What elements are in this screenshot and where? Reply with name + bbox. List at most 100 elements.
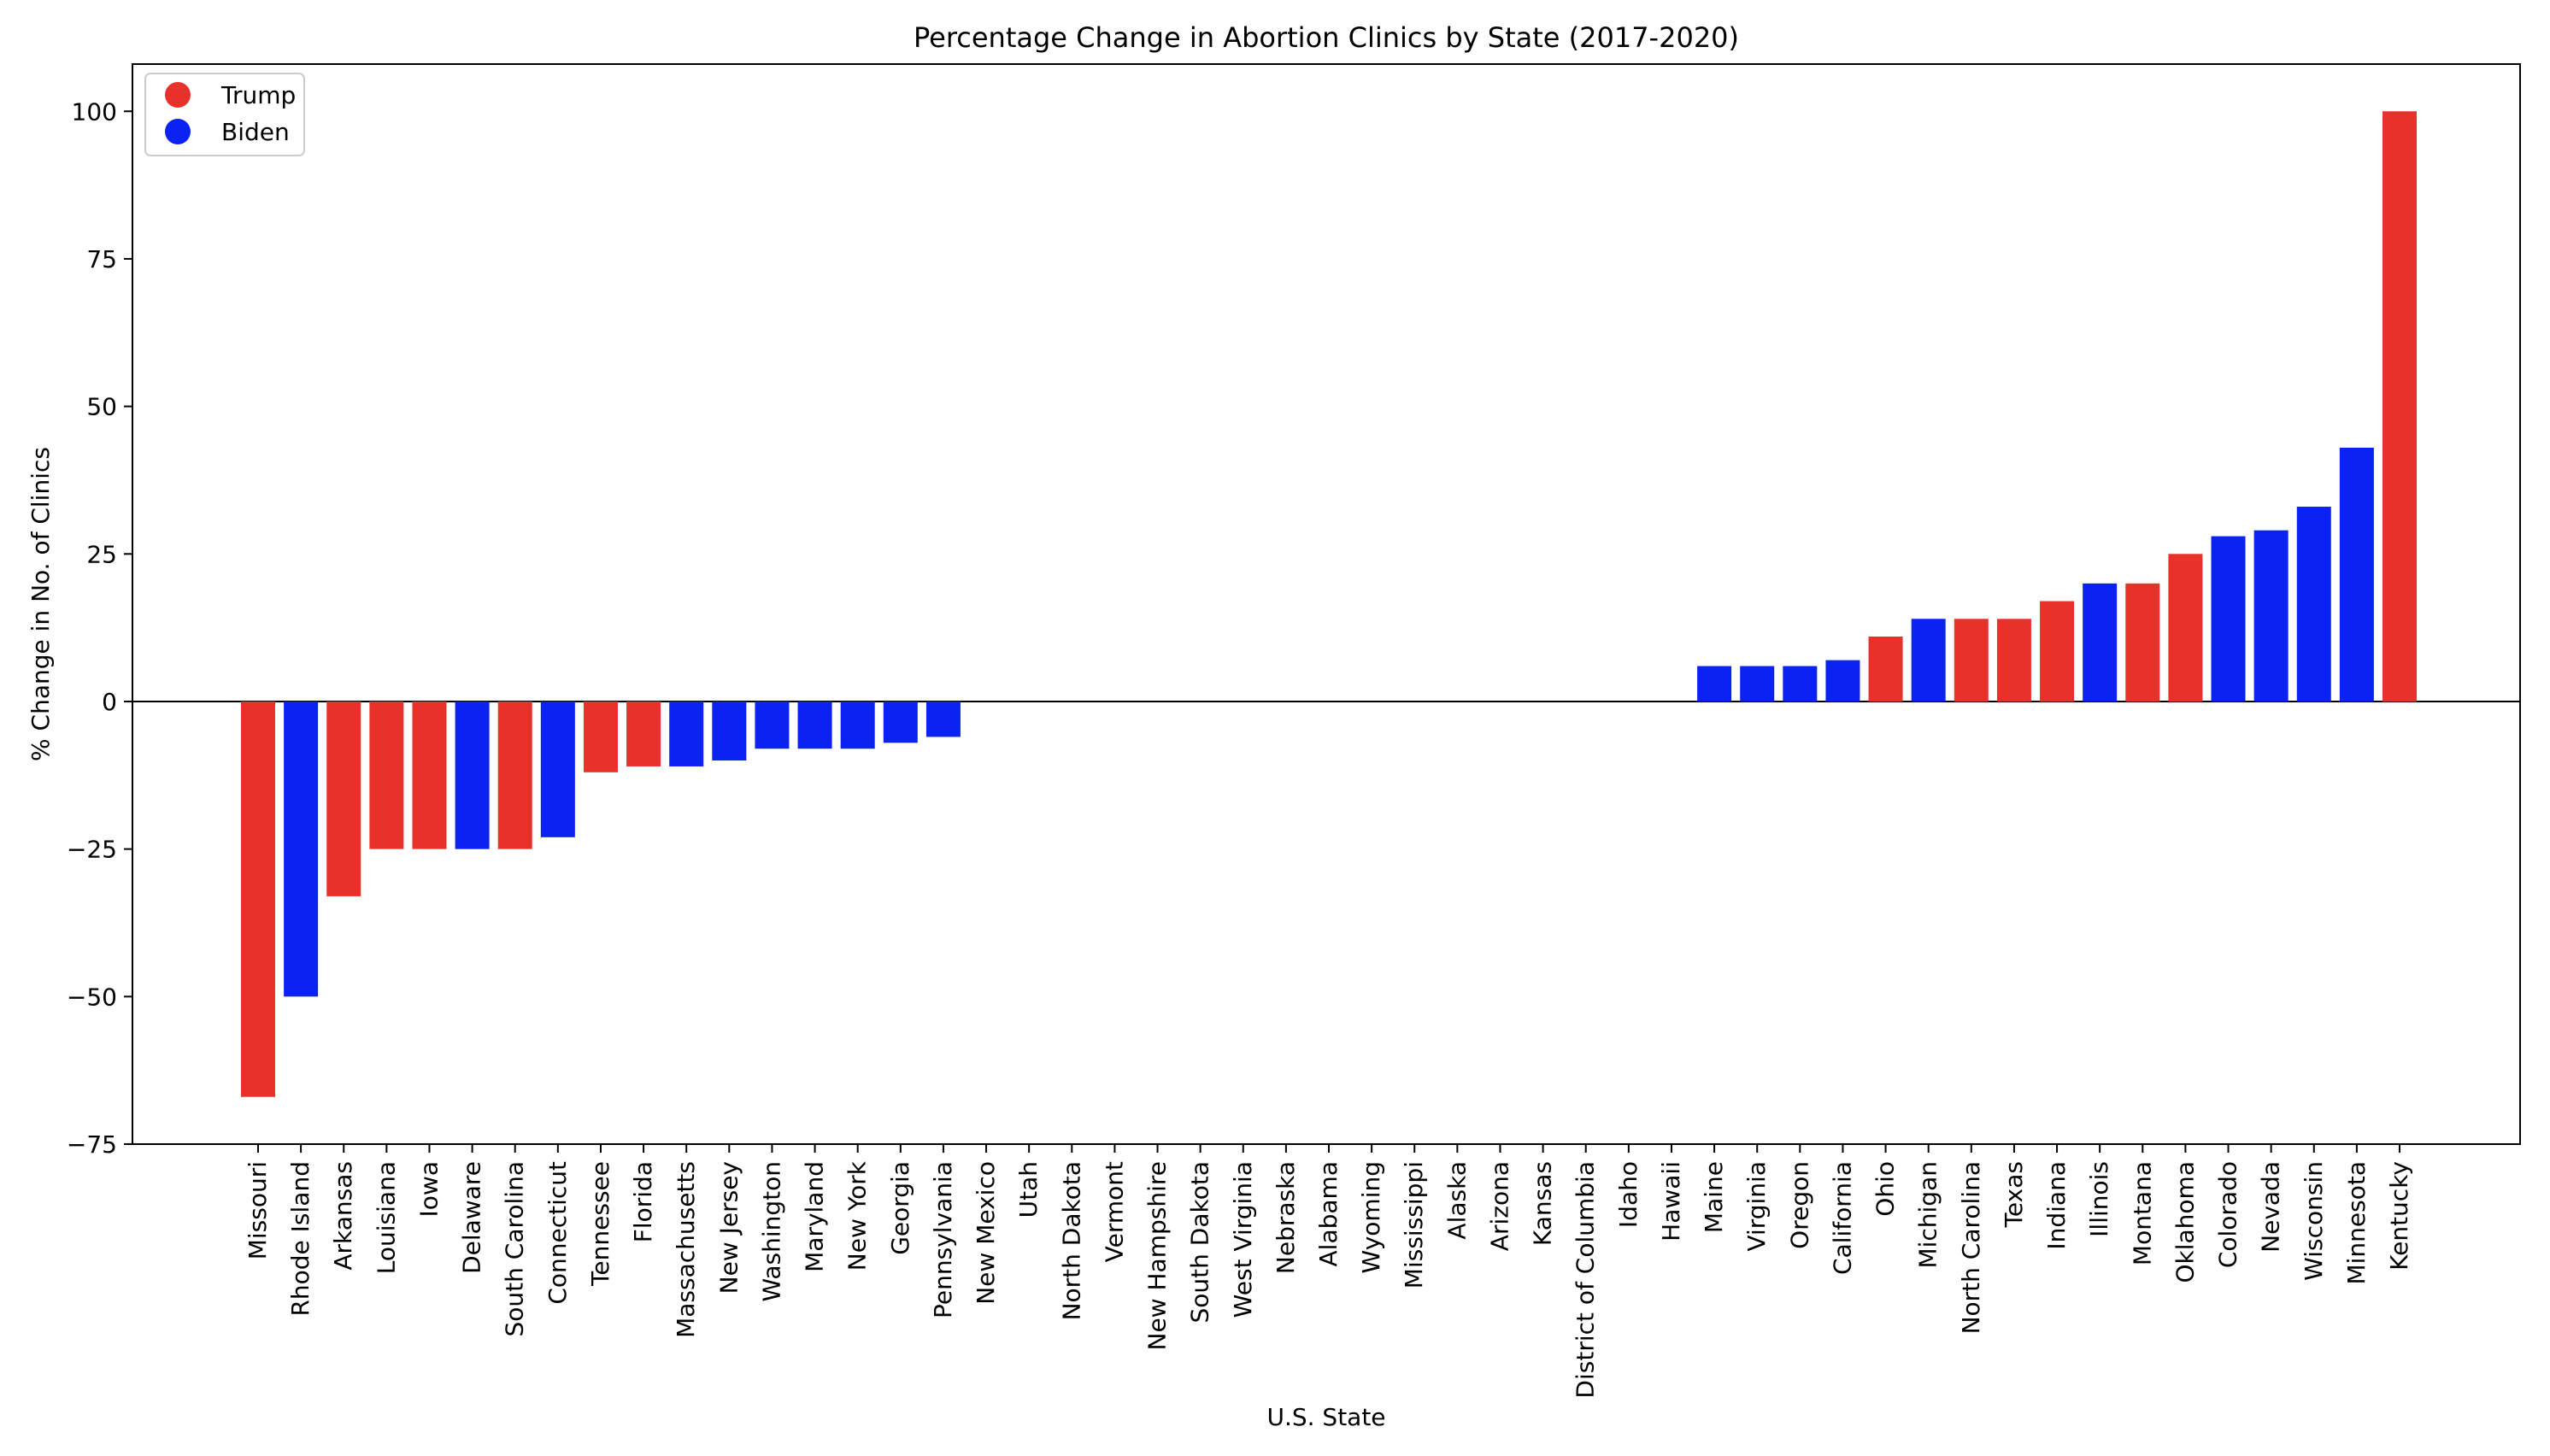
- bar: [712, 701, 747, 761]
- bar: [1911, 619, 1946, 702]
- bar: [241, 701, 275, 1097]
- x-axis-label: U.S. State: [1266, 1403, 1385, 1431]
- x-tick-label: New Jersey: [714, 1161, 743, 1294]
- x-tick-label: Mississippi: [1400, 1161, 1428, 1289]
- bar: [2253, 530, 2289, 702]
- bar: [1783, 666, 1818, 702]
- x-tick-label: Florida: [629, 1161, 657, 1242]
- x-tick-label: New York: [843, 1160, 872, 1271]
- bar: [2168, 554, 2203, 702]
- bar: [1740, 666, 1775, 702]
- x-tick-label: Montana: [2128, 1161, 2156, 1265]
- legend-label: Trump: [220, 81, 296, 109]
- x-tick-label: Arizona: [1485, 1161, 1513, 1251]
- x-tick-label: Maryland: [801, 1161, 829, 1272]
- bar: [2339, 447, 2374, 702]
- x-tick-label: Michigan: [1914, 1161, 1942, 1269]
- bar: [1954, 619, 1989, 702]
- bar: [540, 701, 575, 837]
- x-tick-label: California: [1828, 1161, 1856, 1275]
- x-tick-label: Kansas: [1529, 1161, 1557, 1246]
- bar: [2040, 601, 2075, 702]
- x-tick-label: Iowa: [414, 1161, 443, 1217]
- bar: [455, 701, 490, 849]
- x-tick-label: Nebraska: [1272, 1161, 1300, 1274]
- y-tick-label: 25: [86, 540, 117, 568]
- x-tick-label: Vermont: [1100, 1161, 1128, 1262]
- x-tick-label: Maine: [1700, 1161, 1728, 1233]
- x-tick-label: Delaware: [458, 1161, 486, 1274]
- x-tick-label: Virginia: [1742, 1161, 1771, 1252]
- x-tick-label: Texas: [2000, 1161, 2028, 1228]
- bars: [241, 111, 2417, 1097]
- x-tick-label: Wyoming: [1357, 1161, 1385, 1273]
- x-tick-label: District of Columbia: [1572, 1161, 1600, 1399]
- x-tick-label: Nevada: [2257, 1161, 2285, 1253]
- x-tick-label: Idaho: [1614, 1161, 1642, 1228]
- y-tick-label: 75: [86, 245, 117, 273]
- legend-label: Biden: [221, 118, 290, 146]
- x-tick-label: North Dakota: [1057, 1161, 1085, 1320]
- bar: [2211, 536, 2246, 702]
- x-tick-label: South Dakota: [1186, 1161, 1214, 1323]
- x-tick-label: Colorado: [2214, 1161, 2242, 1268]
- x-tick-label: Massachusetts: [672, 1161, 700, 1338]
- bar: [583, 701, 618, 772]
- bar: [1996, 619, 2031, 702]
- y-tick-label: −75: [67, 1130, 117, 1159]
- bar: [925, 701, 961, 737]
- bar: [1868, 636, 1903, 702]
- x-tick-label: Oklahoma: [2171, 1161, 2199, 1283]
- chart-title: Percentage Change in Abortion Clinics by…: [914, 21, 1739, 54]
- x-tick-label: Arkansas: [329, 1161, 357, 1271]
- x-tick-label: Connecticut: [543, 1161, 572, 1305]
- bar: [626, 701, 661, 766]
- x-axis: Missouri Rhode Island Arkansas Louisiana Iow…: [244, 1144, 2413, 1399]
- bar: [883, 701, 918, 743]
- legend: Trump Biden: [144, 73, 305, 156]
- y-tick-label: 0: [102, 688, 117, 716]
- y-axis: −75 −50 −25 0 25 50 75 100: [67, 97, 132, 1159]
- bar: [284, 701, 319, 997]
- x-tick-label: New Mexico: [972, 1161, 1000, 1305]
- bar: [840, 701, 875, 749]
- x-tick-label: Washington: [757, 1161, 785, 1302]
- x-tick-label: Missouri: [244, 1161, 272, 1259]
- bar: [412, 701, 447, 849]
- x-tick-label: South Carolina: [501, 1161, 529, 1336]
- x-tick-label: Georgia: [886, 1161, 914, 1255]
- legend-marker: [165, 119, 191, 144]
- bar: [497, 701, 532, 849]
- bar: [326, 701, 361, 896]
- x-tick-label: Rhode Island: [286, 1161, 314, 1317]
- y-tick-label: 50: [86, 393, 117, 421]
- bar: [797, 701, 832, 749]
- x-tick-label: Illinois: [2085, 1161, 2113, 1237]
- x-tick-label: Oregon: [1785, 1161, 1813, 1249]
- x-tick-label: New Hampshire: [1143, 1161, 1172, 1350]
- x-tick-label: Wisconsin: [2300, 1161, 2328, 1281]
- bar: [669, 701, 704, 766]
- x-tick-label: Hawaii: [1657, 1161, 1685, 1242]
- y-tick-label: −25: [67, 836, 117, 864]
- plot-area: [132, 63, 2521, 1145]
- x-tick-label: Louisiana: [372, 1161, 400, 1274]
- x-tick-label: Kentucky: [2385, 1161, 2413, 1271]
- x-tick-label: Utah: [1014, 1161, 1043, 1218]
- bar: [2296, 507, 2331, 702]
- y-tick-label: 100: [72, 97, 117, 126]
- bar: [1825, 660, 1860, 702]
- x-tick-label: Tennessee: [586, 1161, 614, 1287]
- x-tick-label: Ohio: [1871, 1161, 1900, 1217]
- y-tick-label: −50: [67, 983, 117, 1011]
- x-tick-label: West Virginia: [1229, 1161, 1257, 1318]
- bar: [369, 701, 404, 849]
- bar: [2125, 583, 2160, 702]
- bar: [2383, 111, 2417, 702]
- x-tick-label: Minnesota: [2342, 1161, 2371, 1285]
- x-tick-label: North Carolina: [1957, 1161, 1985, 1334]
- bar: [2083, 583, 2118, 702]
- bar: [755, 701, 790, 749]
- x-tick-label: Indiana: [2042, 1161, 2071, 1250]
